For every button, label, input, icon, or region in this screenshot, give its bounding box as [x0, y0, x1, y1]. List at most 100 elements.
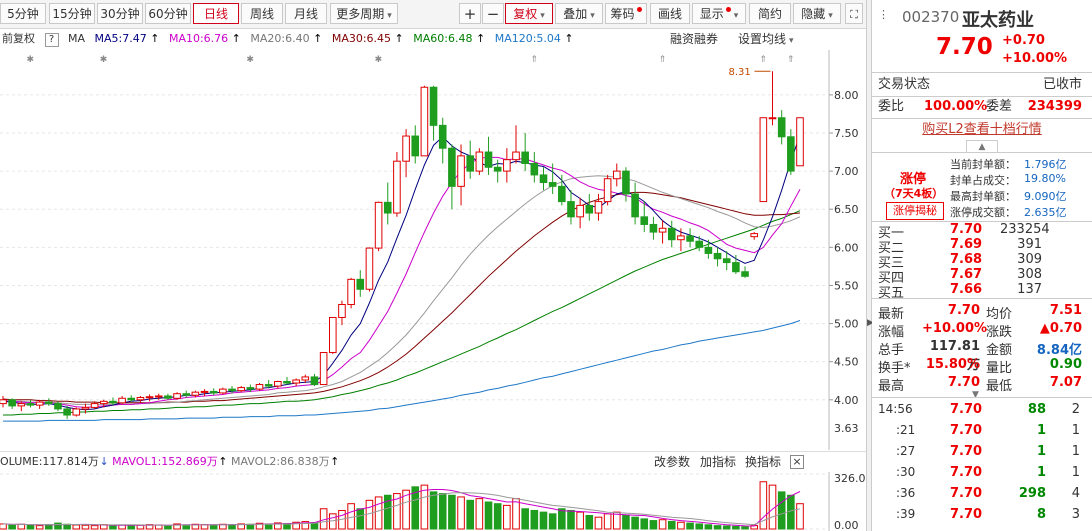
period-monthly[interactable]: 月线	[285, 3, 327, 24]
quote-stat-value: 117.81万	[929, 339, 980, 373]
event-mark-icon: ✱	[100, 55, 108, 65]
candle	[328, 316, 337, 355]
tick-volume: 1	[1036, 423, 1046, 438]
panel-divider[interactable]: ▶	[866, 0, 874, 531]
limit-up-stat-label: 最高封单额：	[950, 190, 1016, 203]
candle	[292, 378, 300, 387]
volume-bar	[741, 526, 749, 530]
help-icon[interactable]: ?	[44, 33, 59, 47]
limit-up-reveal-button[interactable]: 涨停揭秘	[886, 202, 944, 220]
add-indicator-button[interactable]: 加指标	[700, 455, 737, 469]
stock-code: 002370	[902, 8, 960, 26]
volume-bar	[90, 525, 99, 530]
candle	[503, 148, 511, 183]
overlay-dropdown[interactable]: 叠加	[555, 3, 603, 24]
candle	[35, 399, 44, 409]
simple-mode-button[interactable]: 简约	[749, 3, 791, 24]
tick-count: 4	[1071, 486, 1080, 501]
l2-purchase-link[interactable]: 购买L2查看十档行情	[922, 122, 1042, 137]
trade-status: 已收市	[1042, 77, 1082, 92]
ma20-value: MA20:6.40	[250, 32, 310, 45]
tick-count: 1	[1071, 444, 1080, 459]
volume-bar	[732, 525, 740, 530]
hide-dropdown[interactable]: 隐藏	[793, 3, 841, 24]
period-5min[interactable]: 5分钟	[0, 3, 46, 24]
quote-stat-label: 换手*	[878, 361, 911, 376]
candle	[567, 190, 575, 225]
fuquan-dropdown[interactable]: 复权	[505, 3, 553, 24]
weicha-value: 234399	[1027, 99, 1082, 114]
zoom-in-button[interactable]: +	[459, 3, 481, 24]
tick-price: 7.70	[950, 465, 983, 480]
stock-price: 7.70	[936, 34, 993, 60]
zoom-out-button[interactable]: −	[482, 3, 504, 24]
quote-panel: ⋮ 002370 亚太药业 7.70 +0.70 +10.00% 交易状态 已收市…	[872, 0, 1092, 531]
price-tick-label: 8.00	[834, 89, 859, 102]
volume-bar	[667, 520, 676, 530]
candle	[695, 235, 704, 252]
ma-settings-label: 设置均线	[738, 32, 787, 46]
volume-chart[interactable]: 326.00 0.00	[0, 472, 866, 531]
ma-label: MA	[68, 32, 86, 45]
event-mark-icon: ✱	[246, 55, 254, 65]
arrow-up-icon: ↑	[330, 455, 340, 468]
candle	[274, 380, 282, 389]
bid-level-label: 买五	[878, 286, 905, 301]
candlestick-chart[interactable]: 8.00 7.50 7.00 6.50 6.00 5.50 5.00 4.50 4.00 3.63…	[0, 50, 866, 450]
candle	[99, 399, 108, 408]
volume-bar	[603, 513, 612, 530]
change-params-button[interactable]: 改参数	[654, 455, 691, 469]
period-15min[interactable]: 15分钟	[49, 3, 95, 24]
volume-axis: 326.00 0.00	[834, 472, 866, 531]
arrow-up-icon: ↑	[231, 32, 241, 45]
candle	[603, 174, 612, 206]
volume-bar	[704, 524, 713, 530]
ma-settings-dropdown[interactable]: 设置均线	[738, 29, 794, 49]
arrow-up-icon: ↑	[150, 32, 160, 45]
switch-indicator-button[interactable]: 换指标	[745, 455, 782, 469]
candle	[722, 251, 731, 271]
display-dropdown[interactable]: 显示	[692, 3, 746, 24]
period-60min[interactable]: 60分钟	[145, 3, 191, 24]
info-icon[interactable]: ⋮	[878, 8, 889, 21]
candle	[145, 394, 154, 402]
candle	[0, 395, 7, 408]
tick-price: 7.70	[950, 423, 983, 438]
event-mark-icon: ✱	[375, 55, 383, 65]
candle	[200, 389, 209, 396]
volume-bar	[301, 521, 310, 530]
candle	[301, 374, 310, 384]
bid-level-label: 买二	[878, 241, 905, 256]
collapse-up-icon[interactable]: ▲	[966, 140, 998, 153]
arrow-up-icon: ↑	[564, 32, 574, 45]
chevron-down-icon	[384, 7, 392, 21]
volume-bar	[503, 504, 511, 530]
volume-bar	[576, 511, 584, 530]
collapse-arrow-icon[interactable]: ▶	[867, 318, 874, 328]
close-icon[interactable]: ×	[790, 455, 804, 469]
quote-stat-value: +10.00%	[922, 321, 988, 336]
ma60-line	[3, 210, 801, 416]
period-daily[interactable]: 日线	[193, 3, 239, 24]
draw-line-button[interactable]: 画线	[650, 3, 690, 24]
volume-bar	[402, 489, 410, 530]
candle	[374, 201, 383, 252]
quote-stat-label: 最新	[878, 307, 905, 322]
notification-dot-icon	[636, 7, 642, 12]
volume-bar	[493, 503, 502, 530]
expand-down-icon[interactable]: ▼	[972, 390, 979, 400]
chip-distribution-button[interactable]: 筹码	[605, 3, 647, 24]
candle	[631, 182, 639, 225]
candle	[402, 129, 410, 178]
margin-trading-button[interactable]: 融资融券	[670, 32, 719, 46]
weicha-label: 委差	[986, 99, 1013, 114]
candle	[429, 85, 438, 141]
candle	[548, 163, 557, 194]
fullscreen-icon[interactable]: ⛶	[845, 3, 863, 24]
volume-bar	[686, 522, 694, 530]
more-periods-dropdown[interactable]: 更多周期	[330, 3, 398, 24]
period-30min[interactable]: 30分钟	[97, 3, 143, 24]
candle	[686, 228, 694, 248]
period-weekly[interactable]: 周线	[241, 3, 283, 24]
tick-count: 1	[1071, 423, 1080, 438]
